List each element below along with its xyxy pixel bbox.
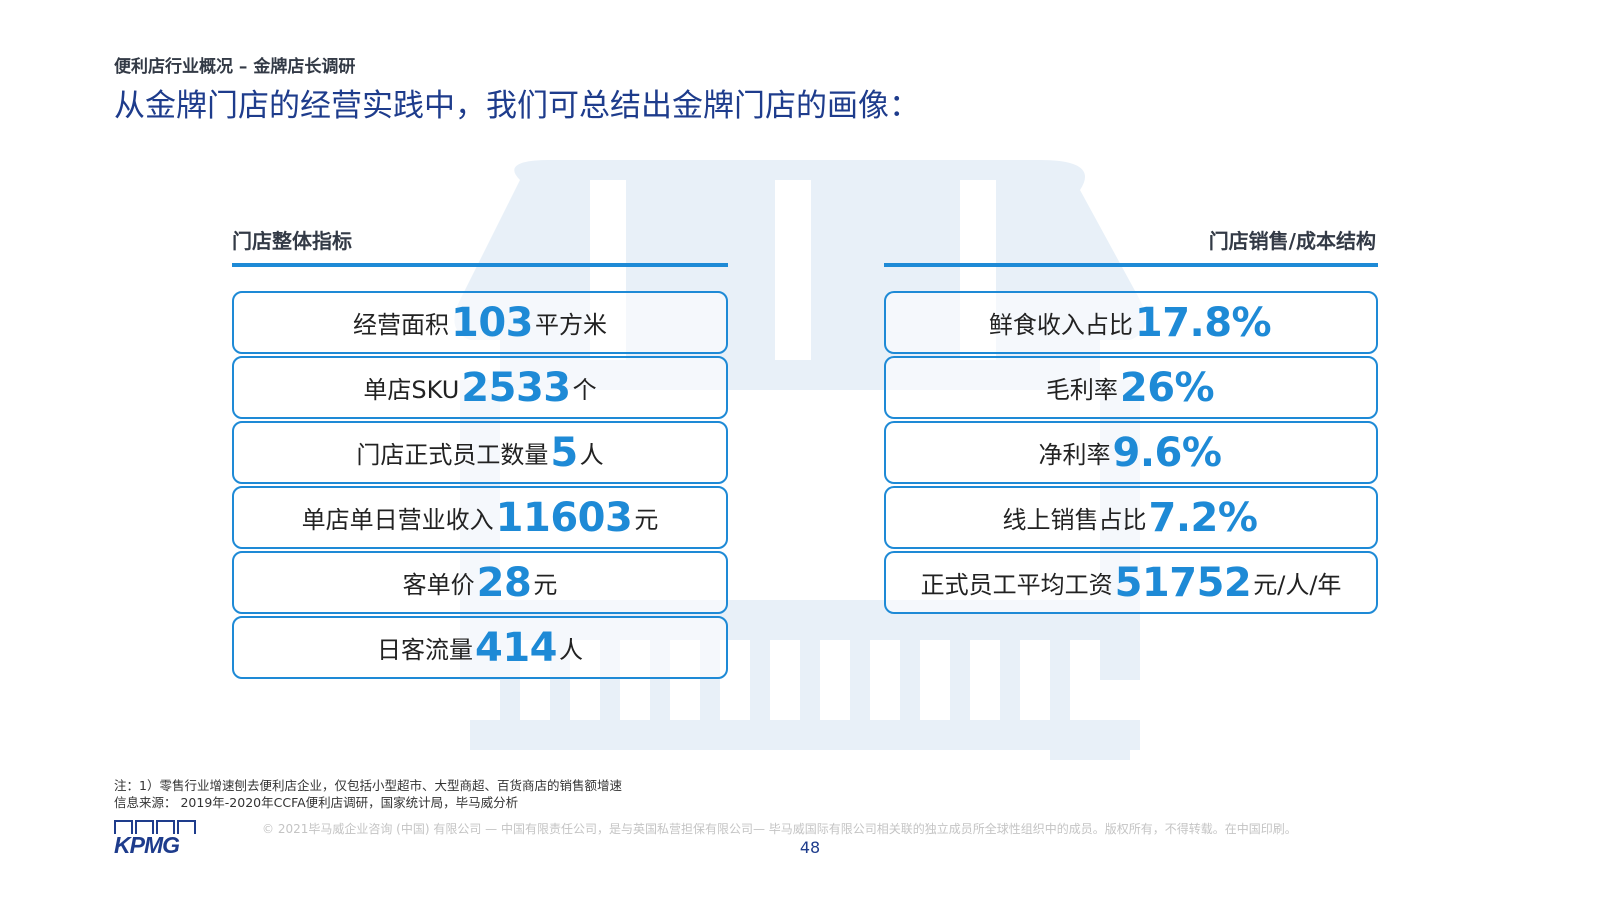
page-number: 48 [799,838,821,857]
right-section-heading: 门店销售/成本结构 [1208,229,1376,253]
metric-unit: 个 [572,376,597,404]
metric-label: 经营面积 [353,311,449,339]
metric-value: 26% [1119,364,1215,411]
left-section-heading: 门店整体指标 [232,229,352,253]
metric-card-online-share: 线上销售占比 7.2% [884,486,1378,549]
metric-value: 103 [451,299,534,346]
source-note: 信息来源： 2019年-2020年CCFA便利店调研，国家统计局，毕马威分析 [114,795,519,810]
metric-card-staff: 门店正式员工数量 5 人 [232,421,728,484]
metric-card-sku: 单店SKU 2533 个 [232,356,728,419]
metric-card-fresh-food-share: 鲜食收入占比 17.8% [884,291,1378,354]
metric-label: 净利率 [1038,441,1111,469]
kpmg-logo-boxes-icon [114,820,200,834]
metric-card-traffic: 日客流量 414 人 [232,616,728,679]
metric-unit: 元 [634,506,659,534]
kpmg-logo-text: KPMG [114,832,180,858]
metric-value: 11603 [495,494,633,541]
metric-unit: 人 [579,441,604,469]
metric-label: 毛利率 [1045,376,1118,404]
metric-label: 门店正式员工数量 [356,441,549,469]
metric-value: 5 [550,429,578,476]
metric-value: 51752 [1114,559,1252,606]
metric-label: 日客流量 [377,636,473,664]
metric-card-net-margin: 净利率 9.6% [884,421,1378,484]
metric-label: 客单价 [402,571,475,599]
metric-label: 线上销售占比 [1002,506,1147,534]
metric-card-avg-salary: 正式员工平均工资 51752 元/人/年 [884,551,1378,614]
metric-card-ticket-price: 客单价 28 元 [232,551,728,614]
metric-value: 28 [476,559,532,606]
metric-label: 鲜食收入占比 [988,311,1133,339]
left-heading-rule [232,263,728,267]
footnote: 注：1）零售行业增速刨去便利店企业，仅包括小型超市、大型商超、百货商店的销售额增… [114,778,622,793]
metric-label: 正式员工平均工资 [920,571,1113,599]
slide-title: 从金牌门店的经营实践中，我们可总结出金牌门店的画像： [114,88,920,124]
metric-value: 2533 [461,364,571,411]
right-heading-rule [884,263,1378,267]
kpmg-logo: KPMG [114,820,200,858]
metric-card-gross-margin: 毛利率 26% [884,356,1378,419]
metric-card-area: 经营面积 103 平方米 [232,291,728,354]
metric-value: 7.2% [1148,494,1258,541]
metric-unit: 元/人/年 [1253,571,1342,599]
metric-unit: 平方米 [535,311,607,339]
metric-value: 9.6% [1112,429,1222,476]
metric-label: 单店SKU [363,376,460,404]
metric-label: 单店单日营业收入 [301,506,494,534]
metric-unit: 人 [559,636,583,664]
metric-card-daily-revenue: 单店单日营业收入 11603 元 [232,486,728,549]
metric-value: 17.8% [1134,299,1272,346]
slide-subtitle: 便利店行业概况 – 金牌店长调研 [114,57,356,77]
copyright-text: © 2021毕马威企业咨询 (中国) 有限公司 — 中国有限责任公司，是与英国私… [262,822,1297,836]
metric-value: 414 [475,624,558,671]
metric-unit: 元 [533,571,558,599]
